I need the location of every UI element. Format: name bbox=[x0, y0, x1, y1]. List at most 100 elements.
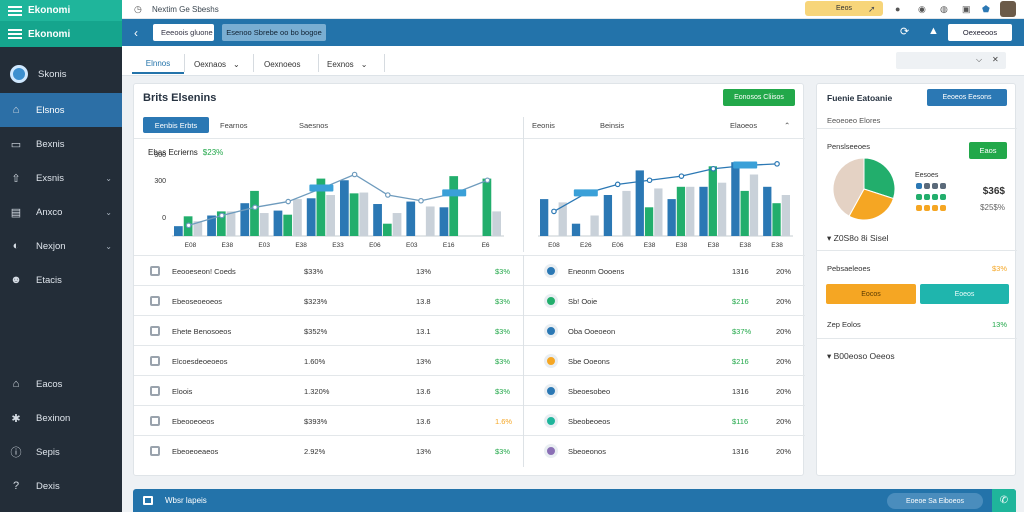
table-row[interactable]: Sbeoeonos 1316 20% bbox=[524, 436, 804, 466]
pin-icon[interactable]: ⌵ bbox=[976, 55, 983, 64]
notification-icon[interactable]: ▲ bbox=[928, 25, 939, 37]
chevron-down-icon: ⌄ bbox=[360, 59, 368, 69]
tab-label: Eexnos bbox=[327, 59, 354, 69]
sidebar-item[interactable]: ? Dexis bbox=[0, 469, 122, 503]
side-panel-button[interactable]: Eeoeos Eesons bbox=[927, 89, 1007, 106]
sync-icon[interactable]: ⟳ bbox=[900, 26, 910, 38]
back-icon[interactable]: ‹ bbox=[134, 25, 138, 40]
chevron-up-icon[interactable]: ⌃ bbox=[784, 120, 791, 130]
footer-label: Wbsr lapeis bbox=[165, 496, 207, 505]
row-value-2: 20% bbox=[776, 446, 792, 456]
table-row[interactable]: Sbeobeoeos $116 20% bbox=[524, 406, 804, 436]
brand-top[interactable]: Ekonomi bbox=[0, 0, 122, 21]
subtab-right-1[interactable]: Beinsis bbox=[600, 117, 624, 133]
bar bbox=[273, 210, 283, 236]
bar bbox=[306, 198, 316, 236]
palette-icon: ◐ bbox=[12, 240, 20, 252]
bar bbox=[216, 211, 226, 236]
panel-icon bbox=[143, 496, 153, 505]
status-pill[interactable]: Eeos bbox=[805, 1, 883, 16]
pie-big-value: $36$ bbox=[982, 186, 1005, 197]
x-tick-label: E38 bbox=[708, 242, 720, 249]
pie-action-button[interactable]: Eaos bbox=[969, 142, 1007, 159]
chart-right: E08 E26 E06 E38 E38 E38 E38 E38 bbox=[538, 161, 793, 249]
y-tick-label: 300 bbox=[154, 178, 166, 185]
row-divider bbox=[134, 315, 523, 316]
avatar[interactable] bbox=[1000, 1, 1016, 17]
cursor-icon[interactable]: ➚ bbox=[868, 4, 876, 14]
subtab-left-0[interactable]: Eenbis Erbts bbox=[143, 117, 209, 133]
table-row[interactable]: Ebeoseoeoeos $323% 13.8 $3% bbox=[134, 286, 510, 316]
chat-icon[interactable]: ✆ bbox=[992, 489, 1016, 512]
secondary-button[interactable]: Esenoo Sbrebe oo bo bogoe bbox=[222, 24, 326, 41]
users-icon: ☻ bbox=[10, 274, 22, 286]
table-row[interactable]: Eneonm Oooens 1316 20% bbox=[524, 256, 804, 286]
subtab-left-1[interactable]: Fearnos bbox=[220, 117, 248, 133]
table-row[interactable]: Sb! Ooie $216 20% bbox=[524, 286, 804, 316]
sidebar-item-top[interactable]: Skonis bbox=[0, 55, 122, 93]
brand-second[interactable]: Ekonomi bbox=[0, 21, 122, 47]
table-row[interactable]: Ebeooeoeos $393% 13.6 1.6% bbox=[134, 406, 512, 436]
table-row[interactable]: Eloois 1.320% 13.6 $3% bbox=[134, 376, 510, 406]
tab-0[interactable]: Elnnos bbox=[132, 54, 184, 74]
bar bbox=[174, 226, 183, 236]
bar bbox=[717, 182, 727, 236]
row-value-2: 13% bbox=[416, 446, 432, 456]
sidebar-item[interactable]: ⌂ Elsnos bbox=[0, 93, 122, 127]
table-row[interactable]: Sbeoesobeo 1316 20% bbox=[524, 376, 804, 406]
sidebar-item[interactable]: ◐ Nexjon ⌄ bbox=[0, 229, 122, 263]
table-row[interactable]: Oba Ooeoeon $37% 20% bbox=[524, 316, 804, 346]
trend-point bbox=[185, 222, 192, 229]
account-button[interactable]: Oexeeoos bbox=[948, 24, 1012, 41]
table-row[interactable]: Eeooeseon! Coeds $33% 13% $3% bbox=[134, 256, 510, 286]
tab-3[interactable]: Eexnos ⌄ bbox=[327, 54, 367, 74]
footer-button[interactable]: Eoeoe Sa Eiboeos bbox=[887, 493, 983, 509]
home-icon: ⌂ bbox=[12, 378, 20, 390]
sidebar-item[interactable]: ▭ Bexnis bbox=[0, 127, 122, 161]
category-icon bbox=[544, 384, 558, 398]
user-icon[interactable]: ◍ bbox=[940, 4, 948, 14]
section-toggle[interactable]: ▾ Z0S8o 8i Sisel bbox=[827, 233, 889, 243]
export-button[interactable]: Eonosos Cliisos bbox=[723, 89, 795, 106]
table-row[interactable]: Elcoesdeoeoeos 1.60% 13% $3% bbox=[134, 346, 510, 376]
bank-icon: ⌂ bbox=[12, 104, 20, 116]
tab-1[interactable]: Oexnaos ⌄ bbox=[194, 54, 240, 74]
primary-button[interactable]: Eeeoois gluone bbox=[153, 24, 214, 41]
export-button-label: Eonosos Cliisos bbox=[734, 94, 784, 101]
shield-icon[interactable]: ⬟ bbox=[982, 4, 990, 14]
mail-icon[interactable]: ▣ bbox=[962, 4, 971, 14]
row-value-2: 13% bbox=[416, 266, 432, 276]
row-value-2: 20% bbox=[776, 356, 792, 366]
settings-icon[interactable]: ◉ bbox=[918, 4, 926, 14]
subtab-right-0[interactable]: Eeonis bbox=[532, 117, 555, 133]
pie-title: Penslseeoes bbox=[827, 142, 870, 151]
sidebar-item[interactable]: ⇧ Exsnis ⌄ bbox=[0, 161, 122, 195]
row-name: Ehete Benosoeos bbox=[172, 326, 232, 336]
sidebar-item-label: Skonis bbox=[38, 68, 67, 80]
bar bbox=[449, 176, 459, 236]
bell-icon[interactable]: ● bbox=[895, 4, 901, 14]
table-row[interactable]: Sbe Ooeons $216 20% bbox=[524, 346, 804, 376]
sidebar-item[interactable]: ⓘ Sepis bbox=[0, 435, 122, 469]
row-divider bbox=[524, 405, 805, 406]
close-icon[interactable]: ✕ bbox=[992, 55, 999, 64]
search-box[interactable]: ⌵ ✕ bbox=[896, 52, 1006, 69]
footer-section-toggle[interactable]: ▾ B00eoso Oeeos bbox=[827, 351, 895, 361]
sidebar-item[interactable]: ✱ Bexinon bbox=[0, 401, 122, 435]
pie-slice bbox=[832, 157, 865, 217]
sidebar-item[interactable]: ▤ Anxco ⌄ bbox=[0, 195, 122, 229]
table-row[interactable]: Ehete Benosoeos $352% 13.1 $3% bbox=[134, 316, 510, 346]
row-divider bbox=[524, 285, 805, 286]
subtab-right-2[interactable]: Elaoeos bbox=[730, 117, 757, 133]
subtab-left-2[interactable]: Saesnos bbox=[299, 117, 328, 133]
bar bbox=[558, 202, 567, 236]
row-name: Oba Ooeoeon bbox=[568, 326, 616, 336]
sidebar-item[interactable]: ☻ Etacis bbox=[0, 263, 122, 297]
menu-icon bbox=[8, 5, 22, 16]
tab-2[interactable]: Oexnoeos bbox=[264, 54, 300, 74]
row-value-3: $3% bbox=[495, 266, 511, 276]
table-row[interactable]: Ebeoeoeaeos 2.92% 13% $3% bbox=[134, 436, 510, 466]
clock-icon[interactable]: ◷ bbox=[134, 4, 142, 14]
bar bbox=[708, 166, 717, 236]
sidebar-item[interactable]: ⌂ Eacos bbox=[0, 367, 122, 401]
